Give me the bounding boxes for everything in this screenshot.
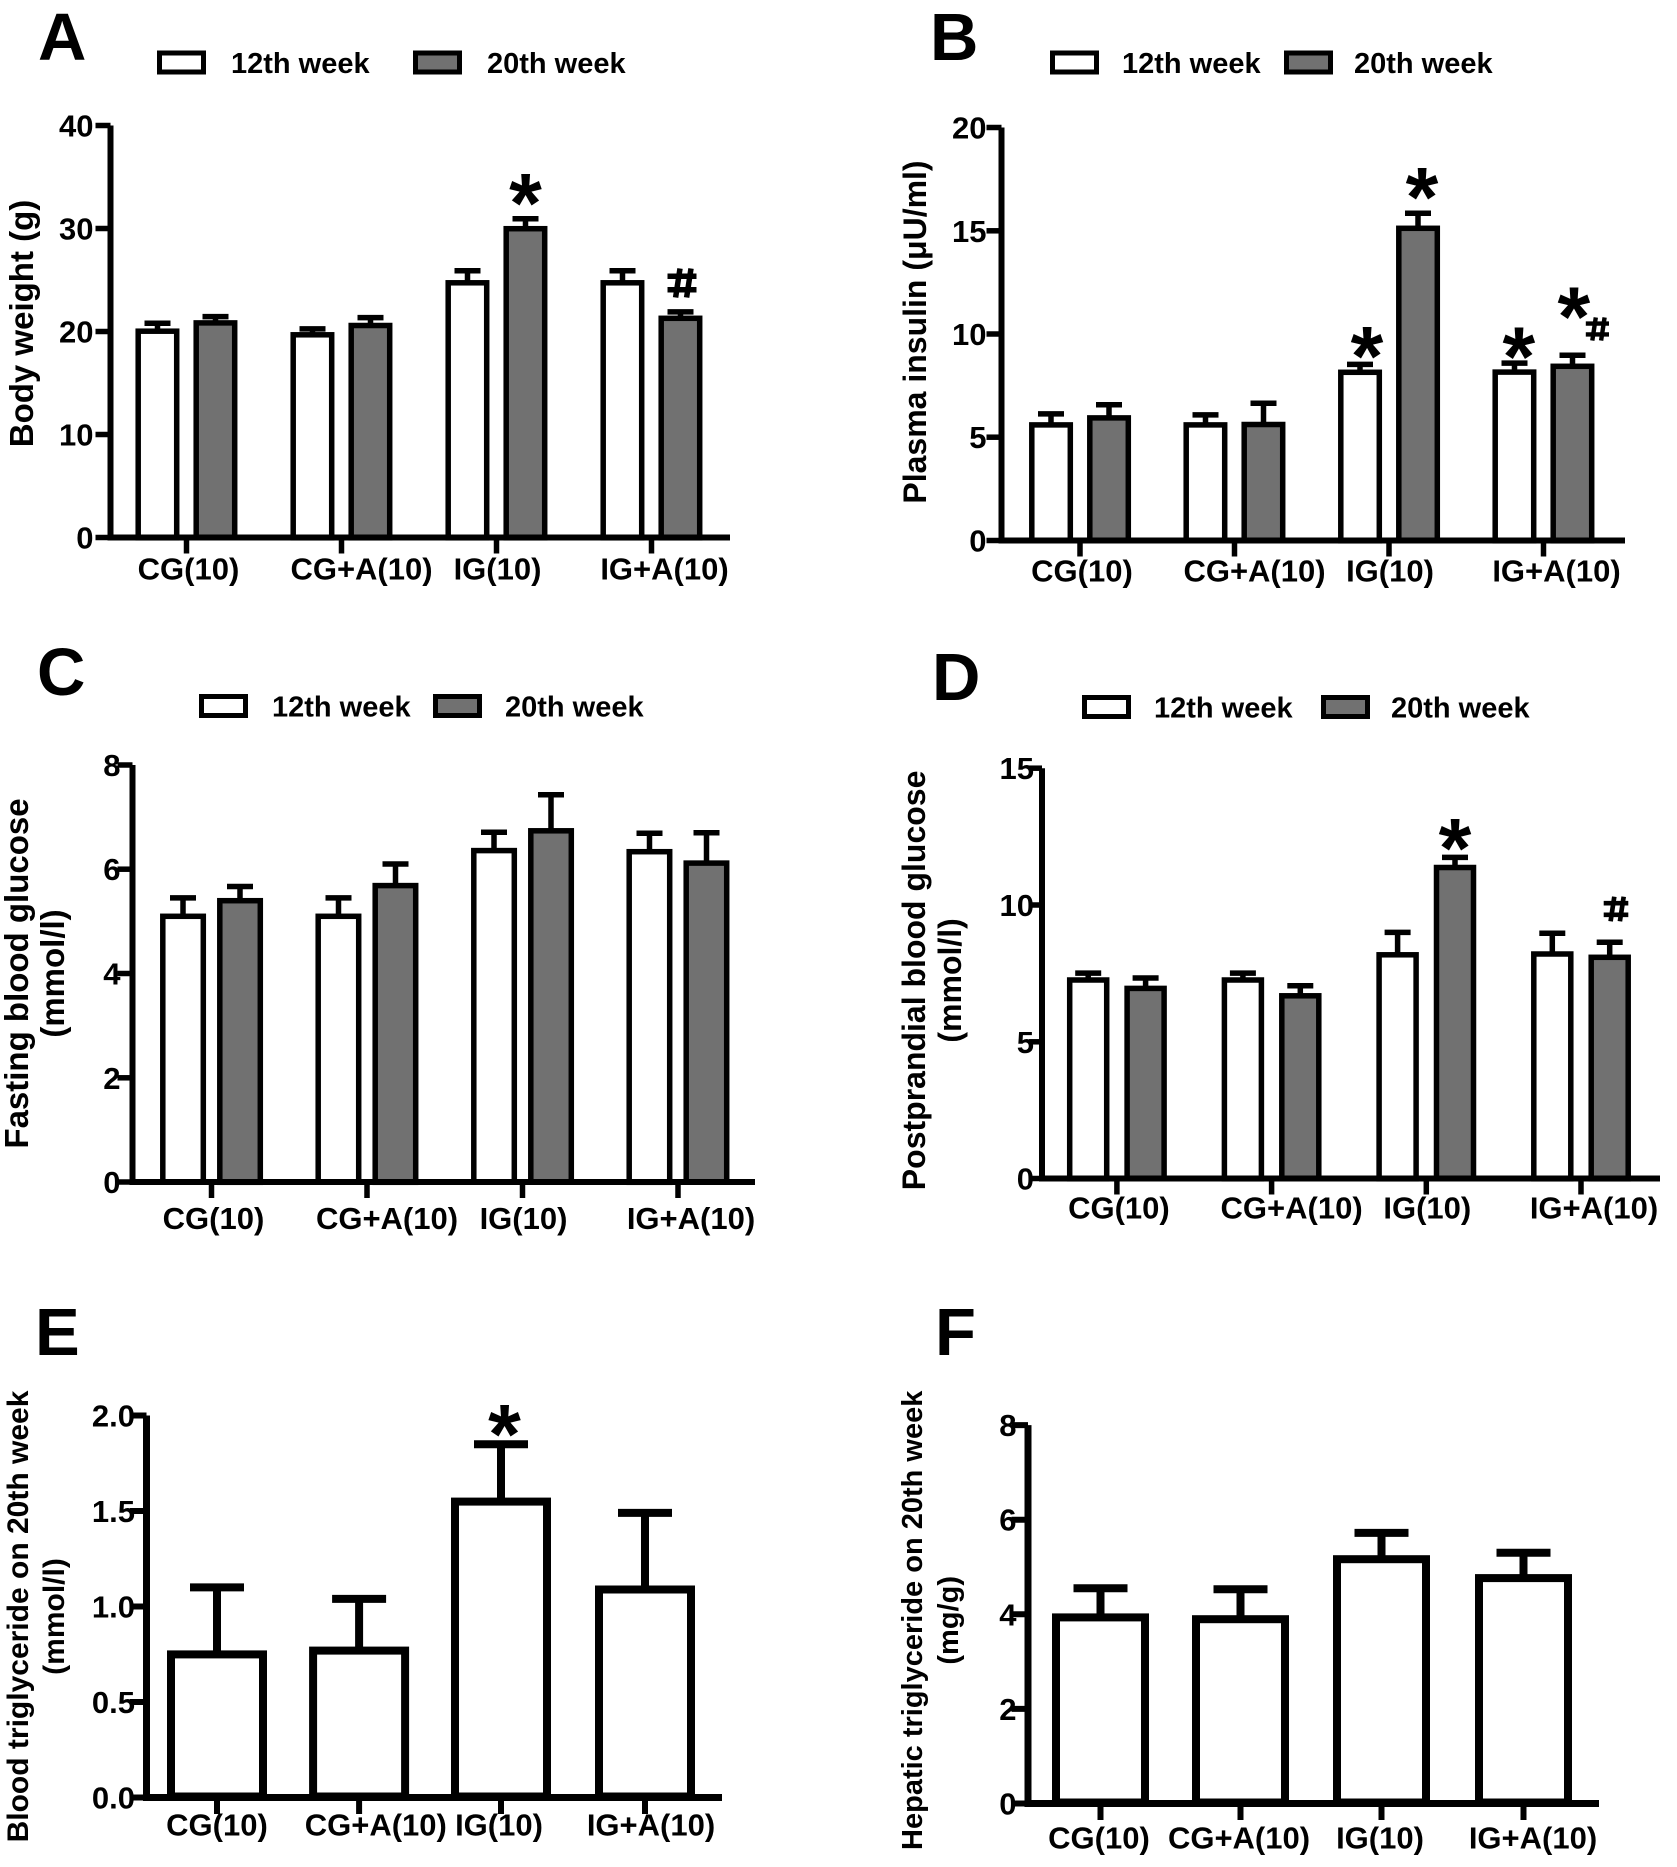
svg-text:0: 0 [103, 1165, 120, 1200]
svg-text:*: * [509, 156, 542, 250]
svg-text:IG(10): IG(10) [455, 1808, 543, 1843]
svg-text:Hepatic triglyceride on 20th w: Hepatic triglyceride on 20th week [897, 1390, 929, 1850]
svg-text:IG(10): IG(10) [1346, 554, 1434, 589]
svg-text:1.5: 1.5 [92, 1494, 135, 1529]
svg-text:15: 15 [952, 214, 986, 249]
svg-text:12th week: 12th week [1122, 48, 1261, 80]
svg-text:IG+A(10): IG+A(10) [1492, 554, 1620, 589]
svg-text:CG+A(10): CG+A(10) [1183, 554, 1325, 589]
svg-text:4: 4 [103, 957, 121, 992]
svg-text:CG+A(10): CG+A(10) [1168, 1821, 1310, 1856]
svg-text:12th week: 12th week [272, 692, 411, 724]
svg-text:0: 0 [999, 1787, 1016, 1822]
svg-text:8: 8 [999, 1408, 1016, 1443]
svg-text:0.5: 0.5 [92, 1685, 135, 1720]
svg-text:IG(10): IG(10) [1383, 1191, 1471, 1226]
svg-text:(mmol/l): (mmol/l) [34, 909, 71, 1037]
svg-text:15: 15 [1000, 751, 1034, 786]
svg-text:20th week: 20th week [487, 48, 626, 80]
svg-text:12th week: 12th week [231, 48, 370, 80]
svg-text:2: 2 [999, 1692, 1016, 1727]
svg-text:IG+A(10): IG+A(10) [627, 1201, 755, 1236]
svg-text:*: * [1406, 150, 1439, 244]
svg-text:Plasma insulin (μU/ml): Plasma insulin (μU/ml) [897, 160, 933, 503]
svg-text:C: C [37, 635, 85, 710]
svg-text:10: 10 [1000, 888, 1034, 923]
svg-text:*: * [1557, 269, 1590, 363]
svg-text:4: 4 [999, 1597, 1017, 1632]
svg-text:CG(10): CG(10) [138, 552, 240, 587]
svg-text:20: 20 [952, 111, 986, 146]
svg-text:12th week: 12th week [1154, 693, 1293, 725]
svg-text:10: 10 [59, 418, 93, 453]
svg-text:0.0: 0.0 [92, 1781, 135, 1816]
svg-text:*: * [488, 1387, 521, 1481]
svg-text:CG+A(10): CG+A(10) [305, 1808, 447, 1843]
svg-text:1.0: 1.0 [92, 1590, 135, 1625]
svg-text:IG(10): IG(10) [1336, 1821, 1424, 1856]
svg-text:IG(10): IG(10) [454, 552, 542, 587]
svg-text:Postprandial blood glucose: Postprandial blood glucose [896, 771, 932, 1191]
svg-text:IG+A(10): IG+A(10) [1530, 1191, 1658, 1226]
svg-text:E: E [35, 1295, 80, 1370]
svg-text:2.0: 2.0 [92, 1399, 135, 1434]
svg-text:CG(10): CG(10) [1031, 554, 1133, 589]
svg-text:20th week: 20th week [505, 692, 644, 724]
svg-text:CG+A(10): CG+A(10) [1221, 1191, 1363, 1226]
svg-text:CG(10): CG(10) [1048, 1821, 1150, 1856]
svg-text:40: 40 [59, 109, 93, 144]
svg-text:CG+A(10): CG+A(10) [290, 552, 432, 587]
svg-text:*: * [1351, 309, 1384, 403]
svg-text:0: 0 [76, 521, 93, 556]
svg-text:Blood triglyceride on 20th wee: Blood triglyceride on 20th week [2, 1390, 35, 1842]
svg-text:2: 2 [103, 1061, 120, 1096]
svg-text:A: A [38, 0, 86, 75]
svg-text:Fasting blood glucose: Fasting blood glucose [0, 798, 35, 1148]
svg-text:(mmol/l): (mmol/l) [932, 918, 968, 1042]
svg-text:*: * [1503, 309, 1536, 403]
svg-text:B: B [930, 0, 978, 75]
svg-text:CG+A(10): CG+A(10) [316, 1201, 458, 1236]
svg-text:10: 10 [952, 317, 986, 352]
svg-text:20th week: 20th week [1354, 48, 1493, 80]
svg-text:(mmol/l): (mmol/l) [38, 1558, 71, 1675]
svg-text:*: * [1439, 801, 1472, 895]
svg-text:CG(10): CG(10) [1068, 1191, 1170, 1226]
svg-text:20: 20 [59, 315, 93, 350]
svg-text:0: 0 [1017, 1162, 1034, 1197]
svg-text:Body weight (g): Body weight (g) [3, 200, 40, 447]
svg-text:D: D [932, 640, 980, 715]
svg-text:20th week: 20th week [1391, 693, 1530, 725]
svg-text:IG(10): IG(10) [480, 1201, 568, 1236]
svg-text:30: 30 [59, 212, 93, 247]
svg-text:CG(10): CG(10) [163, 1201, 265, 1236]
svg-text:5: 5 [1017, 1025, 1034, 1060]
svg-text:IG+A(10): IG+A(10) [1469, 1821, 1597, 1856]
svg-text:0: 0 [969, 524, 986, 559]
svg-text:CG(10): CG(10) [166, 1808, 268, 1843]
svg-text:F: F [935, 1295, 976, 1370]
svg-text:(mg/g): (mg/g) [933, 1576, 965, 1665]
svg-text:IG+A(10): IG+A(10) [600, 552, 728, 587]
svg-text:IG+A(10): IG+A(10) [587, 1808, 715, 1843]
svg-text:6: 6 [999, 1503, 1016, 1538]
svg-text:5: 5 [969, 420, 986, 455]
svg-text:6: 6 [103, 852, 120, 887]
svg-text:8: 8 [103, 748, 120, 783]
